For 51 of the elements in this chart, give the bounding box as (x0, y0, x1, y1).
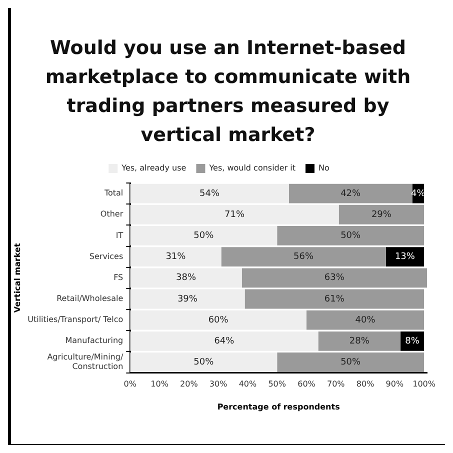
y-tick-label: FS (114, 272, 124, 282)
data-label: 38% (176, 273, 196, 284)
data-label: 56% (294, 252, 314, 262)
data-label: 50% (340, 358, 362, 368)
x-tick-label: 90% (386, 380, 404, 389)
bar (130, 184, 289, 204)
x-tick-label: 40% (238, 380, 257, 389)
data-label: 54% (199, 188, 220, 199)
data-label: 50% (194, 231, 214, 242)
data-label: 71% (224, 210, 245, 220)
data-label: 13% (394, 252, 416, 262)
legend-label: No (318, 164, 330, 173)
bar (288, 184, 412, 204)
x-tick-label: 50% (268, 380, 286, 389)
y-tick-label: Total (103, 188, 124, 198)
y-axis-title: Vertical market (12, 243, 22, 313)
bar (130, 289, 245, 309)
legend-label: Yes, already use (120, 164, 186, 173)
x-axis-title: Percentage of respondents (217, 402, 340, 412)
data-label: 60% (208, 315, 229, 326)
bar (244, 289, 424, 309)
y-tick-label: Agriculture/Mining/Construction (47, 352, 124, 372)
x-tick-label: 80% (356, 380, 375, 389)
data-label: 61% (324, 294, 345, 304)
data-label: 29% (371, 210, 392, 220)
x-tick-label: 60% (298, 380, 316, 389)
data-label: 31% (166, 252, 186, 262)
data-label: 39% (177, 294, 198, 304)
legend-label: Yes, would consider it (208, 164, 296, 173)
x-tick-label: 10% (150, 380, 169, 389)
bar (386, 247, 424, 267)
data-label: 63% (324, 273, 345, 284)
data-label: 8% (405, 336, 420, 347)
data-label: 50% (194, 358, 214, 368)
y-tick-label: IT (116, 230, 124, 240)
data-label: 50% (340, 231, 362, 242)
x-tick-label: 30% (209, 380, 228, 389)
data-label: 42% (340, 188, 362, 199)
y-tick-label: Other (100, 210, 124, 219)
x-tick-label: 0% (124, 380, 137, 389)
x-tick-label: 70% (326, 380, 346, 389)
y-tick-label: Manufacturing (65, 336, 124, 346)
data-label: 40% (355, 315, 376, 326)
chart-title: Would you use an Internet-based marketplace to communicate with trading partners measured by vertical market? (44, 36, 412, 148)
data-label: 64% (214, 336, 235, 347)
y-tick-label: Utilities/Transport/ Telco (28, 315, 124, 324)
y-tick-label: Retail/Wholesale (56, 294, 124, 304)
x-tick-label: 20% (180, 380, 198, 389)
x-tick-label: 100% (412, 380, 436, 389)
data-label: 28% (349, 336, 370, 347)
y-tick-label: Services (89, 252, 124, 261)
